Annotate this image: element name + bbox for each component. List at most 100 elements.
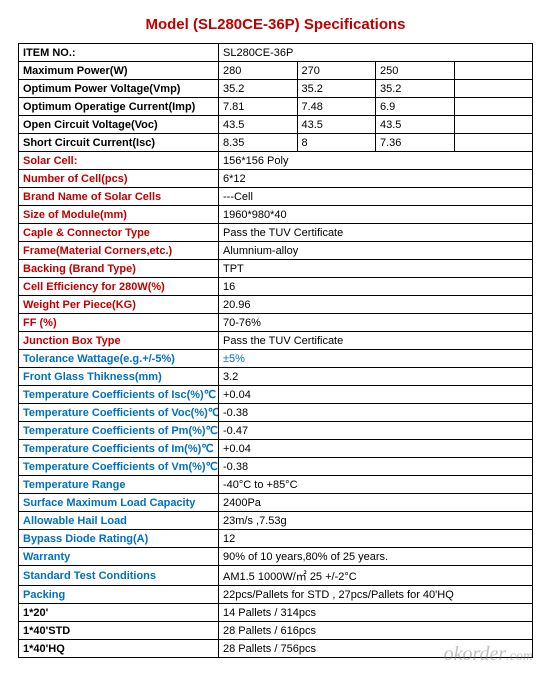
- row-value: [454, 116, 533, 134]
- row-label: 1*20': [19, 604, 219, 622]
- row-label: 1*40'HQ: [19, 640, 219, 658]
- row-label: Allowable Hail Load: [19, 512, 219, 530]
- row-value: -0.38: [219, 404, 533, 422]
- table-row: Open Circuit Voltage(Voc)43.543.543.5: [19, 116, 533, 134]
- table-row: Standard Test ConditionsAM1.5 1000W/㎡ 25…: [19, 566, 533, 586]
- spec-table: ITEM NO.:SL280CE-36PMaximum Power(W)2802…: [18, 43, 533, 658]
- table-row: Short Circuit Current(Isc)8.3587.36: [19, 134, 533, 152]
- row-label: Temperature Coefficients of Im(%)℃: [19, 440, 219, 458]
- row-label: Solar Cell:: [19, 152, 219, 170]
- table-row: Size of Module(mm)1960*980*40: [19, 206, 533, 224]
- row-value: 70-76%: [219, 314, 533, 332]
- table-row: Surface Maximum Load Capacity2400Pa: [19, 494, 533, 512]
- table-row: 1*20'14 Pallets / 314pcs: [19, 604, 533, 622]
- row-value: 250: [376, 62, 455, 80]
- row-value: ±5%: [219, 350, 533, 368]
- row-label: Temperature Coefficients of Voc(%)℃: [19, 404, 219, 422]
- table-row: Optimum Power Voltage(Vmp)35.235.235.2: [19, 80, 533, 98]
- row-value: 270: [297, 62, 376, 80]
- watermark-text: okorder: [444, 643, 507, 665]
- row-value: [454, 134, 533, 152]
- row-label: Bypass Diode Rating(A): [19, 530, 219, 548]
- row-label: Warranty: [19, 548, 219, 566]
- row-value: 1960*980*40: [219, 206, 533, 224]
- row-label: 1*40'STD: [19, 622, 219, 640]
- row-value: [454, 62, 533, 80]
- row-label: ITEM NO.:: [19, 44, 219, 62]
- row-label: Temperature Coefficients of Vm(%)℃: [19, 458, 219, 476]
- row-label: Packing: [19, 586, 219, 604]
- row-value: TPT: [219, 260, 533, 278]
- row-value: 156*156 Poly: [219, 152, 533, 170]
- row-label: Temperature Range: [19, 476, 219, 494]
- row-label: Surface Maximum Load Capacity: [19, 494, 219, 512]
- row-value: 16: [219, 278, 533, 296]
- row-label: Optimum Operatige Current(Imp): [19, 98, 219, 116]
- row-value: 7.81: [219, 98, 298, 116]
- row-label: Weight Per Piece(KG): [19, 296, 219, 314]
- table-row: Temperature Coefficients of Voc(%)℃-0.38: [19, 404, 533, 422]
- table-row: Caple & Connector TypePass the TUV Certi…: [19, 224, 533, 242]
- row-value: -0.38: [219, 458, 533, 476]
- row-value: 8.35: [219, 134, 298, 152]
- row-value: 7.48: [297, 98, 376, 116]
- row-label: Junction Box Type: [19, 332, 219, 350]
- row-value: 22pcs/Pallets for STD , 27pcs/Pallets fo…: [219, 586, 533, 604]
- watermark: okorder.com: [444, 643, 533, 666]
- row-label: Front Glass Thikness(mm): [19, 368, 219, 386]
- table-row: Frame(Material Corners,etc.)Alumnium-all…: [19, 242, 533, 260]
- row-value: -40°C to +85°C: [219, 476, 533, 494]
- row-label: Brand Name of Solar Cells: [19, 188, 219, 206]
- table-row: Cell Efficiency for 280W(%)16: [19, 278, 533, 296]
- table-row: Front Glass Thikness(mm)3.2: [19, 368, 533, 386]
- row-label: Cell Efficiency for 280W(%): [19, 278, 219, 296]
- row-value: Alumnium-alloy: [219, 242, 533, 260]
- row-value: Pass the TUV Certificate: [219, 224, 533, 242]
- table-row: Brand Name of Solar Cells---Cell: [19, 188, 533, 206]
- row-label: Open Circuit Voltage(Voc): [19, 116, 219, 134]
- table-row: Temperature Coefficients of Vm(%)℃-0.38: [19, 458, 533, 476]
- table-row: Temperature Coefficients of Im(%)℃+0.04: [19, 440, 533, 458]
- row-value: ---Cell: [219, 188, 533, 206]
- row-label: Temperature Coefficients of Isc(%)℃: [19, 386, 219, 404]
- table-row: Temperature Coefficients of Isc(%)℃+0.04: [19, 386, 533, 404]
- row-label: Backing (Brand Type): [19, 260, 219, 278]
- row-value: 35.2: [297, 80, 376, 98]
- row-value: 2400Pa: [219, 494, 533, 512]
- row-value: 8: [297, 134, 376, 152]
- table-row: Allowable Hail Load23m/s ,7.53g: [19, 512, 533, 530]
- row-value: 7.36: [376, 134, 455, 152]
- row-value: SL280CE-36P: [219, 44, 533, 62]
- row-value: 43.5: [297, 116, 376, 134]
- row-label: Optimum Power Voltage(Vmp): [19, 80, 219, 98]
- row-value: 3.2: [219, 368, 533, 386]
- row-label: Maximum Power(W): [19, 62, 219, 80]
- row-value: 90% of 10 years,80% of 25 years.: [219, 548, 533, 566]
- row-label: Frame(Material Corners,etc.): [19, 242, 219, 260]
- row-value: 35.2: [219, 80, 298, 98]
- row-label: Caple & Connector Type: [19, 224, 219, 242]
- table-row: FF (%)70-76%: [19, 314, 533, 332]
- table-row: Tolerance Wattage(e.g.+/-5%)±5%: [19, 350, 533, 368]
- row-value: 280: [219, 62, 298, 80]
- table-row: Number of Cell(pcs)6*12: [19, 170, 533, 188]
- row-value: 23m/s ,7.53g: [219, 512, 533, 530]
- table-row: Solar Cell:156*156 Poly: [19, 152, 533, 170]
- row-value: AM1.5 1000W/㎡ 25 +/-2°C: [219, 566, 533, 586]
- row-value: 20.96: [219, 296, 533, 314]
- row-value: [454, 80, 533, 98]
- table-row: Packing22pcs/Pallets for STD , 27pcs/Pal…: [19, 586, 533, 604]
- spec-title: Model (SL280CE-36P) Specifications: [18, 16, 533, 33]
- table-row: 1*40'STD28 Pallets / 616pcs: [19, 622, 533, 640]
- table-row: Warranty90% of 10 years,80% of 25 years.: [19, 548, 533, 566]
- row-value: 43.5: [219, 116, 298, 134]
- row-value: 35.2: [376, 80, 455, 98]
- table-row: Maximum Power(W)280270250: [19, 62, 533, 80]
- table-row: Junction Box TypePass the TUV Certificat…: [19, 332, 533, 350]
- row-value: 12: [219, 530, 533, 548]
- row-label: Temperature Coefficients of Pm(%)℃: [19, 422, 219, 440]
- row-value: Pass the TUV Certificate: [219, 332, 533, 350]
- row-value: 6.9: [376, 98, 455, 116]
- row-label: Short Circuit Current(Isc): [19, 134, 219, 152]
- table-row: Backing (Brand Type)TPT: [19, 260, 533, 278]
